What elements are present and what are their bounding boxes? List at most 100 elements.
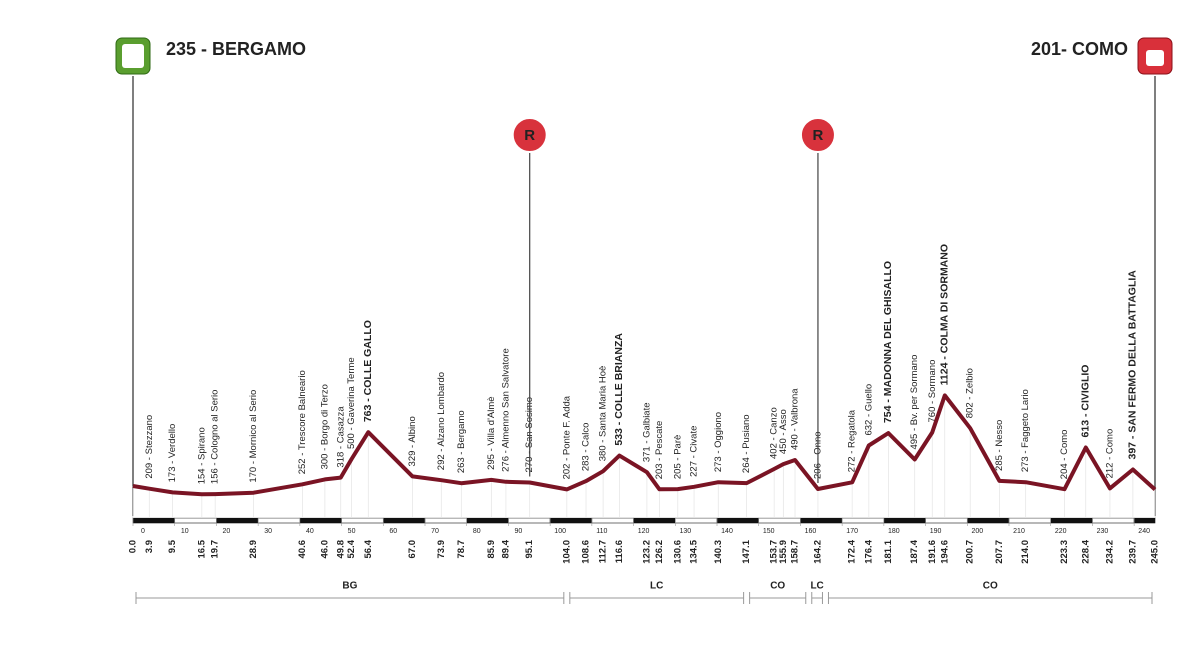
waypoint-label: 156 - Cologno al Serio: [210, 390, 221, 485]
waypoint-label: 495 - Bv. per Sormano: [909, 355, 920, 450]
km-label: 158.7: [790, 540, 801, 564]
waypoint-label: 170 - Mornico al Serio: [248, 390, 259, 483]
km-label: 130.6: [672, 540, 683, 564]
axis-band: [966, 517, 1010, 524]
x-tick-label: 160: [805, 528, 817, 535]
x-tick-label: 30: [264, 528, 272, 535]
km-label: 223.3: [1059, 540, 1070, 564]
waypoint-label: 500 - Gaverina Terme: [346, 357, 357, 449]
km-label: 172.4: [847, 539, 858, 563]
waypoint-label: 154 - Spirano: [196, 427, 207, 484]
km-label: 3.9: [144, 540, 155, 553]
waypoint-label: 754 - MADONNA DEL GHISALLO: [882, 261, 894, 423]
km-label: 73.9: [436, 540, 447, 559]
axis-band: [508, 517, 551, 524]
waypoint-label: 802 - Zelbio: [965, 368, 976, 418]
axis-band: [1133, 517, 1156, 524]
axis-band: [132, 517, 176, 524]
km-label: 112.7: [598, 540, 609, 563]
km-label: 46.0: [319, 540, 330, 559]
waypoint-label: 272 - Regatola: [847, 409, 858, 472]
start-label: 235 - BERGAMO: [166, 39, 306, 59]
km-label: 52.4: [346, 539, 357, 558]
x-tick-label: 10: [181, 528, 189, 535]
x-tick-label: 70: [431, 528, 439, 535]
waypoint-label: 763 - COLLE GALLO: [362, 320, 374, 422]
x-tick-label: 230: [1097, 528, 1109, 535]
x-tick-label: 220: [1055, 528, 1067, 535]
axis-band: [1008, 517, 1052, 524]
waypoint-label: 1124 - COLMA DI SORMANO: [939, 244, 951, 385]
waypoint-label: 205 - Parè: [672, 435, 683, 479]
x-tick-label: 170: [846, 528, 858, 535]
waypoint-label: 329 - Albino: [407, 416, 418, 466]
profile-line: [132, 393, 1157, 497]
waypoint-label: 202 - Ponte F. Adda: [561, 395, 572, 479]
km-label: 28.9: [248, 540, 259, 559]
province-label: CO: [770, 581, 785, 592]
marker-label: R: [524, 127, 535, 144]
axis-band: [1050, 517, 1093, 524]
x-tick-label: 190: [930, 528, 942, 535]
axis-band: [466, 517, 509, 524]
waypoint-label: 283 - Calco: [581, 423, 592, 472]
km-label: 140.3: [713, 540, 724, 564]
km-label: 191.6: [927, 540, 938, 564]
profile-area: [133, 395, 1155, 518]
km-label: 16.5: [196, 539, 207, 558]
km-label: 187.4: [909, 539, 920, 563]
axis-band: [174, 517, 217, 524]
km-label: 116.6: [614, 540, 625, 563]
km-label: 40.6: [297, 540, 308, 559]
km-label: 85.9: [486, 540, 497, 559]
axis-band: [341, 517, 384, 524]
province-label: LC: [650, 581, 663, 592]
waypoint-label: 632 - Guello: [863, 384, 874, 436]
waypoint-label: 490 - Valbrona: [790, 388, 801, 450]
km-label: 89.4: [500, 539, 511, 558]
x-tick-label: 110: [596, 528, 607, 535]
km-label: 67.0: [407, 540, 418, 559]
waypoint-label: 300 - Borgo di Terzo: [319, 384, 330, 469]
province-label: LC: [810, 581, 823, 592]
axis-band: [591, 517, 634, 524]
finish-icon-inner: [1146, 50, 1164, 66]
x-tick-label: 50: [348, 528, 356, 535]
waypoint-label: 212 - Como: [1104, 429, 1115, 479]
km-label: 95.1: [524, 539, 535, 558]
axis-band: [299, 517, 342, 524]
waypoint-label: 760 - Sormano: [927, 360, 938, 423]
x-tick-label: 90: [515, 528, 523, 535]
waypoint-label: 227 - Civate: [689, 426, 700, 477]
x-tick-label: 120: [638, 528, 650, 535]
finish-label: 201- COMO: [1031, 39, 1128, 59]
km-label: 56.4: [363, 539, 374, 558]
axis-band: [800, 517, 843, 524]
province-label: CO: [983, 581, 998, 592]
marker-icon: [799, 117, 836, 153]
km-label: 19.7: [210, 540, 221, 559]
km-label: 155.9: [778, 540, 789, 564]
waypoint-label: 318 - Casazza: [335, 406, 346, 468]
km-label: 49.8: [335, 540, 346, 559]
waypoint-label: 613 - CIVIGLIO: [1080, 365, 1092, 438]
km-label: 207.7: [994, 540, 1005, 564]
waypoint-label: 173 - Verdello: [167, 424, 178, 483]
x-tick-label: 140: [721, 528, 733, 535]
x-tick-label: 130: [679, 528, 691, 535]
waypoint-label: 295 - Villa d'Almè: [486, 396, 497, 469]
waypoint-label: 209 - Stezzano: [144, 415, 155, 479]
axis-band: [424, 517, 468, 524]
km-label: 134.5: [689, 539, 700, 563]
waypoint-label: 273 - Faggeto Lario: [1020, 389, 1031, 472]
km-label: 164.2: [812, 540, 823, 564]
x-tick-label: 240: [1138, 528, 1150, 535]
province-label: BG: [342, 581, 357, 592]
marker-label: R: [813, 127, 824, 144]
waypoint-label: 292 - Alzano Lombardo: [436, 372, 447, 470]
axis-band: [925, 517, 968, 524]
axis-band: [633, 517, 676, 524]
waypoint-label: 450 - Asso: [778, 409, 789, 454]
x-tick-label: 60: [389, 528, 397, 535]
